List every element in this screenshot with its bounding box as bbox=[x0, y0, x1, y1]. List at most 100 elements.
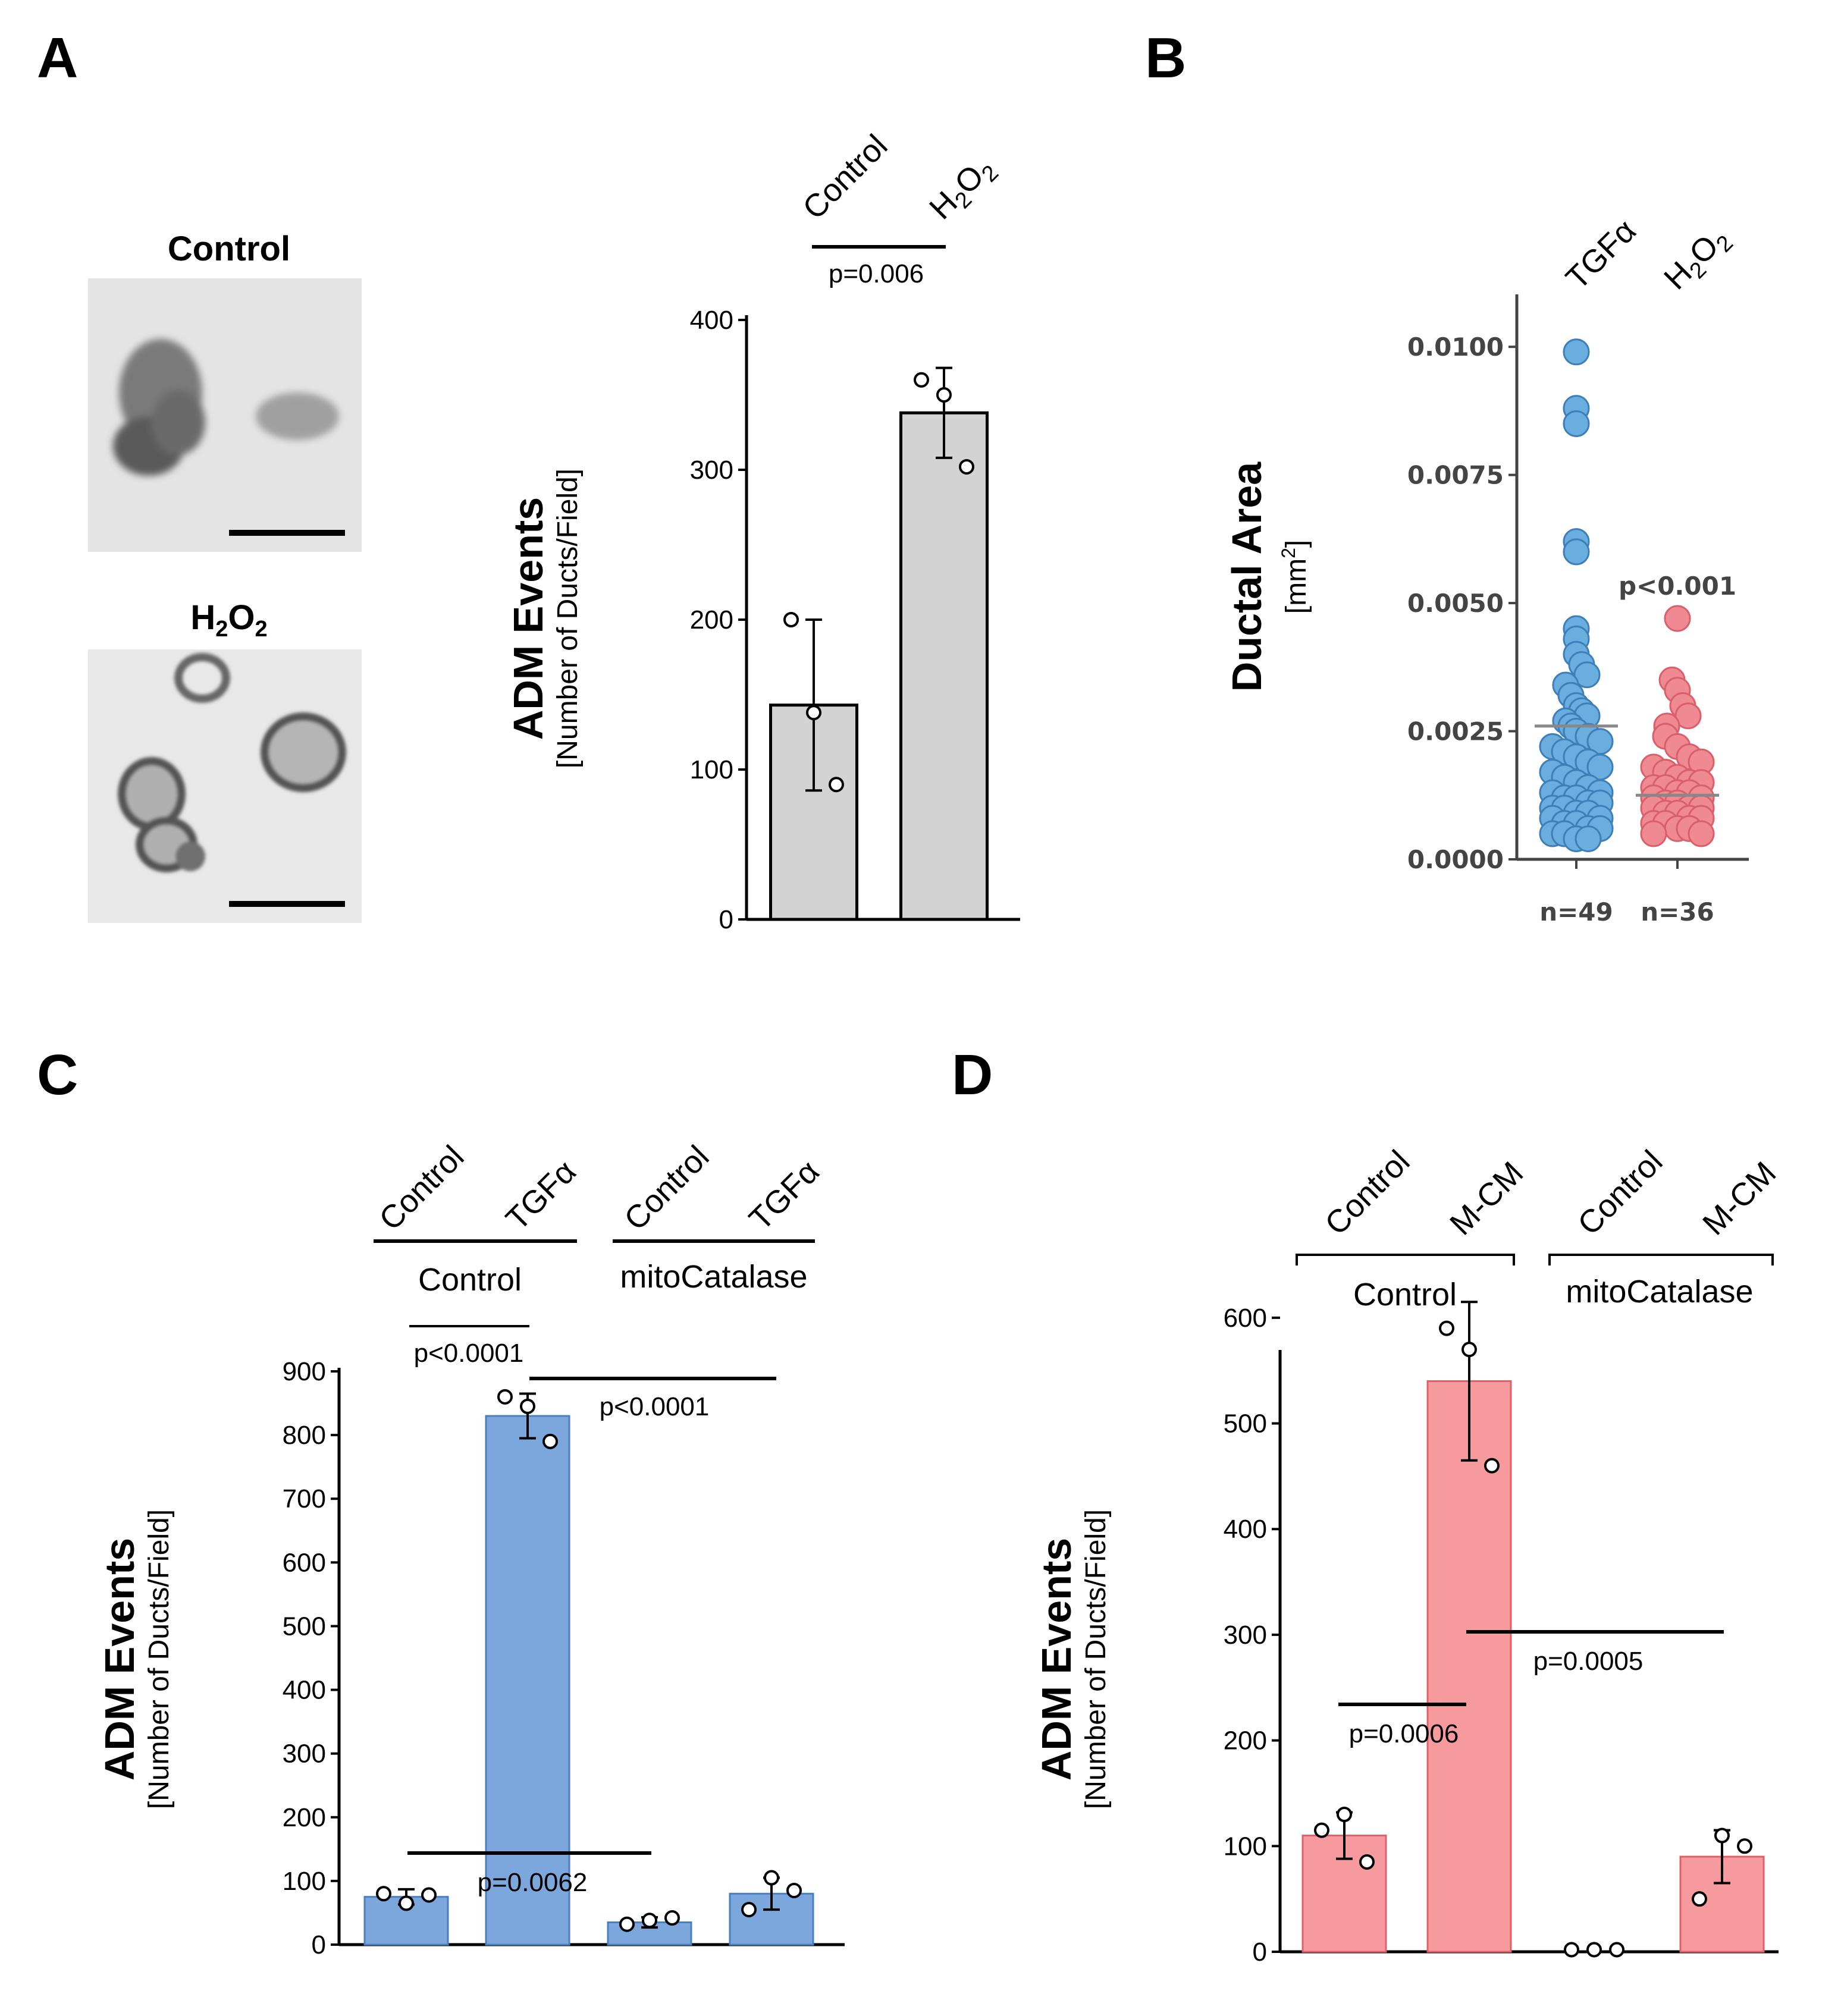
chart-a: 0 100 200 300 400 ADM Events [Number of Ducts/… bbox=[505, 128, 1020, 934]
y-axis-sublabel: [Number of Ducts/Field] bbox=[1080, 1509, 1112, 1809]
y-tick-label: 0 bbox=[1253, 1938, 1267, 1967]
y-axis-label: ADM Events bbox=[1033, 1538, 1080, 1781]
data-point bbox=[1439, 1320, 1454, 1336]
y-tick-label: 100 bbox=[690, 755, 733, 784]
micrograph-control-cells bbox=[113, 339, 339, 476]
y-tick-label: 600 bbox=[283, 1548, 326, 1577]
image-label-control: Control bbox=[168, 230, 290, 268]
category-label: Control bbox=[1571, 1144, 1670, 1242]
y-tick-label: 100 bbox=[283, 1867, 326, 1896]
y-tick-label: 0.0050 bbox=[1407, 589, 1504, 618]
y-axis-label: ADM Events bbox=[96, 1538, 143, 1781]
p-value-label: p=0.0005 bbox=[1533, 1647, 1644, 1676]
p-value-label: p=0.0062 bbox=[478, 1868, 588, 1897]
category-label: Control bbox=[796, 128, 895, 227]
data-point bbox=[1563, 410, 1590, 437]
data-point bbox=[1714, 1827, 1730, 1844]
category-label: M-CM bbox=[1443, 1155, 1530, 1242]
chart-d: 0 100 200 300 400 500 600 ADM Events [Number of … bbox=[1033, 1144, 1783, 1967]
group-bracket bbox=[1548, 1254, 1774, 1266]
y-tick-label: 0.0025 bbox=[1407, 717, 1504, 746]
category-label: M-CM bbox=[1696, 1155, 1783, 1242]
category-label: H2O2 bbox=[923, 149, 1003, 230]
category-label: H2O2 bbox=[1657, 219, 1738, 300]
data-point bbox=[1688, 820, 1715, 847]
y-tick-label: 0.0100 bbox=[1407, 332, 1504, 362]
data-point bbox=[497, 1389, 513, 1405]
data-point bbox=[1563, 338, 1590, 366]
category-label: Control bbox=[1318, 1144, 1417, 1242]
data-point bbox=[741, 1902, 757, 1918]
y-tick-label: 100 bbox=[1224, 1832, 1267, 1861]
category-label: TGFα bbox=[1559, 213, 1643, 297]
data-point bbox=[1359, 1854, 1375, 1870]
data-point bbox=[786, 1882, 802, 1898]
data-point bbox=[806, 705, 821, 721]
y-tick-label: 500 bbox=[283, 1612, 326, 1641]
y-tick-label: 0.0000 bbox=[1407, 845, 1504, 874]
group-bracket bbox=[1296, 1254, 1515, 1266]
data-point bbox=[1674, 702, 1702, 730]
y-axis-sublabel: [Number of Ducts/Field] bbox=[143, 1509, 175, 1809]
data-point bbox=[619, 1916, 635, 1932]
y-tick-label: 0 bbox=[719, 905, 733, 934]
data-point bbox=[1664, 605, 1691, 632]
y-tick-label: 400 bbox=[283, 1676, 326, 1705]
panel-a-images: Control H2O2 bbox=[88, 230, 362, 923]
data-point bbox=[664, 1910, 680, 1926]
data-point bbox=[1692, 1891, 1707, 1907]
y-tick-label: 300 bbox=[283, 1739, 326, 1769]
y-axis-label: ADM Events bbox=[505, 497, 551, 740]
p-value-label: p<0.001 bbox=[1619, 571, 1736, 601]
data-point bbox=[642, 1913, 657, 1929]
data-point bbox=[936, 387, 952, 403]
group-label: mitoCatalase bbox=[1566, 1274, 1753, 1310]
data-point bbox=[783, 612, 799, 627]
count-label: n=36 bbox=[1641, 897, 1714, 927]
bar bbox=[899, 411, 989, 921]
data-point bbox=[520, 1398, 535, 1414]
data-point bbox=[421, 1887, 437, 1903]
data-point bbox=[1337, 1807, 1352, 1822]
p-value-label: p=0.006 bbox=[829, 259, 924, 288]
y-axis-unit: [mm2] bbox=[1278, 540, 1312, 614]
micrograph-h2o2-cells bbox=[118, 653, 346, 872]
y-tick-label: 0.0075 bbox=[1407, 461, 1504, 490]
data-point bbox=[1484, 1458, 1500, 1474]
y-tick-label: 800 bbox=[283, 1421, 326, 1450]
p-value-label: p<0.0001 bbox=[600, 1392, 710, 1421]
scale-bar-control bbox=[229, 530, 345, 536]
chart-b: 0.0000 0.0025 0.0050 0.0075 0.0100 p<0.001 n=4… bbox=[1224, 213, 1749, 927]
y-tick-label: 400 bbox=[1224, 1515, 1267, 1544]
y-tick-label: 0 bbox=[312, 1930, 326, 1960]
panel-letter-c: C bbox=[37, 1043, 78, 1107]
y-tick-label: 500 bbox=[1224, 1409, 1267, 1439]
y-tick-label: 700 bbox=[283, 1484, 326, 1513]
data-point bbox=[376, 1886, 391, 1902]
group-label: Control bbox=[1353, 1277, 1457, 1312]
p-value-label: p=0.0006 bbox=[1349, 1719, 1459, 1748]
group-label: mitoCatalase bbox=[620, 1259, 807, 1295]
data-point bbox=[764, 1870, 779, 1886]
bar bbox=[485, 1415, 570, 1946]
chart-c: 0 100 200 300 400 500 600 700 800 900 ADM Events [N… bbox=[96, 1139, 845, 1960]
panel-letter-b: B bbox=[1145, 26, 1186, 90]
y-axis-sublabel: [Number of Ducts/Field] bbox=[552, 469, 584, 768]
y-tick-label: 200 bbox=[690, 605, 733, 635]
y-tick-label: 200 bbox=[283, 1803, 326, 1832]
data-point bbox=[1737, 1838, 1752, 1854]
data-point bbox=[1563, 538, 1590, 566]
p-value-label: p<0.0001 bbox=[414, 1339, 524, 1368]
count-label: n=49 bbox=[1539, 897, 1613, 927]
data-point bbox=[1575, 825, 1602, 853]
group-label: Control bbox=[418, 1262, 522, 1298]
category-label: TGFα bbox=[499, 1154, 583, 1238]
data-point bbox=[542, 1433, 558, 1449]
panel-letter-d: D bbox=[952, 1043, 993, 1107]
y-tick-label: 300 bbox=[1224, 1621, 1267, 1650]
data-point bbox=[1640, 820, 1667, 847]
data-point bbox=[1461, 1342, 1477, 1358]
category-label: Control bbox=[617, 1139, 716, 1238]
data-point bbox=[959, 459, 974, 475]
